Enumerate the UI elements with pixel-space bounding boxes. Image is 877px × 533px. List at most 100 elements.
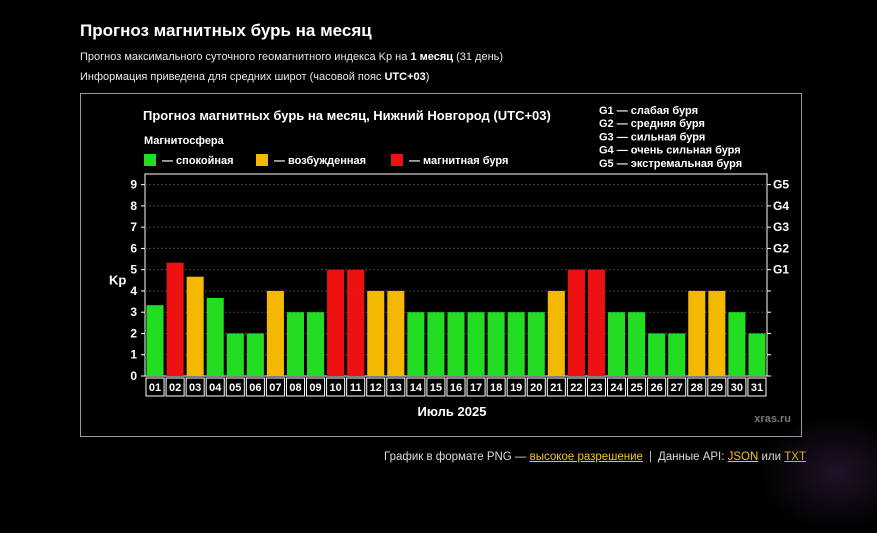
page-title: Прогноз магнитных бурь на месяц <box>80 21 372 40</box>
y-tick-label: 7 <box>130 220 137 234</box>
x-tick-label: 07 <box>269 382 281 394</box>
x-tick-label: 28 <box>691 382 703 394</box>
x-tick-label: 21 <box>550 382 562 394</box>
x-tick-label: 15 <box>430 382 442 394</box>
y-tick-label: 1 <box>130 348 137 362</box>
x-tick-label: 02 <box>169 382 181 394</box>
g-scale-label: G1 — слабая буря <box>599 105 698 117</box>
timezone-close: ) <box>425 71 430 83</box>
x-tick-label: 13 <box>390 382 402 394</box>
bar-24 <box>607 312 626 376</box>
x-label-box <box>667 377 687 397</box>
txt-link[interactable]: TXT <box>784 451 806 463</box>
g-axis-label: G3 <box>773 220 789 234</box>
x-label-box <box>245 377 265 397</box>
x-tick-label: 01 <box>149 382 161 394</box>
x-label-box <box>747 377 767 397</box>
x-tick-label: 16 <box>450 382 462 394</box>
x-label-box <box>406 377 426 397</box>
x-label-box <box>326 377 346 397</box>
legend-swatch <box>391 154 403 166</box>
watermark: xras.ru <box>754 413 791 425</box>
bar-27 <box>668 333 686 376</box>
x-label-box <box>426 377 446 397</box>
x-label-box <box>145 377 165 397</box>
x-label-box <box>446 377 466 397</box>
x-label-box <box>285 377 306 397</box>
x-label-box <box>707 377 727 397</box>
x-label-box <box>526 377 546 397</box>
x-label-box <box>265 377 285 397</box>
bar-23 <box>587 269 605 376</box>
bar-20 <box>527 312 545 376</box>
legend-title: Магнитосфера <box>144 135 225 147</box>
bar-22 <box>567 269 585 376</box>
y-axis-label: Kp <box>109 272 126 287</box>
x-tick-label: 18 <box>490 382 502 394</box>
bar-28 <box>688 290 706 376</box>
x-label-box <box>486 377 506 397</box>
g-axis-label: G1 <box>773 263 789 277</box>
x-tick-label: 31 <box>751 382 763 394</box>
bar-13 <box>387 290 405 376</box>
bar-02 <box>166 262 184 376</box>
x-label-box <box>627 377 647 397</box>
timezone-text: Информация приведена для средних широт (… <box>80 71 385 83</box>
x-tick-label: 24 <box>610 382 623 394</box>
bar-19 <box>507 312 525 376</box>
x-tick-label: 23 <box>590 382 602 394</box>
x-label-box <box>386 377 406 397</box>
x-label-box <box>346 377 366 397</box>
bar-26 <box>648 333 666 376</box>
x-tick-label: 03 <box>189 382 201 394</box>
y-tick-label: 4 <box>130 284 137 298</box>
kp-bar-chart: Прогноз магнитных бурь на месяц, Нижний … <box>109 105 791 425</box>
x-tick-label: 29 <box>711 382 723 394</box>
x-axis-label: Июль 2025 <box>418 404 487 419</box>
x-tick-label: 12 <box>370 382 382 394</box>
api-text: Данные API: <box>657 451 728 463</box>
g-axis-label: G2 <box>773 241 789 255</box>
x-tick-label: 22 <box>570 382 582 394</box>
x-label-box <box>506 377 526 397</box>
x-label-box <box>225 377 245 397</box>
bar-21 <box>547 290 565 376</box>
bar-17 <box>467 312 485 376</box>
x-tick-label: 27 <box>671 382 683 394</box>
x-tick-label: 19 <box>510 382 522 394</box>
bar-05 <box>226 333 244 376</box>
x-label-box <box>687 377 707 397</box>
x-label-box <box>647 377 667 397</box>
x-tick-label: 06 <box>249 382 261 394</box>
timezone-description: Информация приведена для средних широт (… <box>80 71 429 83</box>
x-tick-label: 25 <box>630 382 642 394</box>
x-label-box <box>586 377 606 397</box>
x-label-box <box>366 377 386 397</box>
png-text: График в формате PNG — <box>384 451 530 463</box>
period-value: 1 месяц <box>410 51 454 63</box>
forecast-description: Прогноз максимального суточного геомагни… <box>80 51 503 63</box>
json-link[interactable]: JSON <box>727 451 759 463</box>
footer: График в формате PNG — высокое разрешени… <box>384 451 806 463</box>
legend-label: — возбужденная <box>274 155 366 167</box>
g-scale-label: G3 — сильная буря <box>599 131 705 143</box>
bar-04 <box>206 297 224 376</box>
x-label-box <box>165 377 185 397</box>
y-tick-label: 9 <box>130 178 137 192</box>
bar-01 <box>146 305 164 376</box>
legend-swatch <box>256 154 268 166</box>
bar-10 <box>327 269 345 376</box>
bar-16 <box>447 312 465 376</box>
high-res-link[interactable]: высокое разрешение <box>529 451 643 463</box>
bar-09 <box>307 312 325 376</box>
x-tick-label: 11 <box>350 382 362 394</box>
x-tick-label: 05 <box>229 382 241 394</box>
timezone-value: UTC+03 <box>384 71 426 83</box>
y-tick-label: 5 <box>130 263 137 277</box>
bar-18 <box>487 312 505 376</box>
bar-12 <box>367 290 385 376</box>
x-label-box <box>566 377 586 397</box>
bar-25 <box>628 312 646 376</box>
description-text: Прогноз максимального суточного геомагни… <box>80 51 411 63</box>
g-scale-label: G5 — экстремальная буря <box>599 158 742 170</box>
